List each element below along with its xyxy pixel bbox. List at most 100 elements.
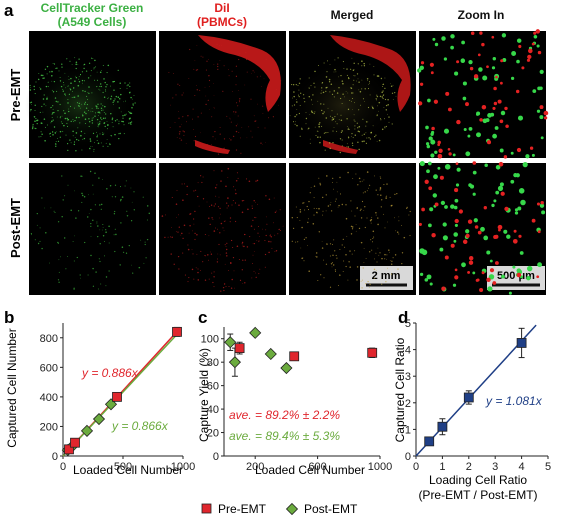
col-header-green-line2: (A549 Cells) bbox=[58, 15, 127, 29]
b-y-tick-label: 400 bbox=[40, 392, 58, 404]
image-red-post bbox=[159, 163, 286, 295]
red-streak-pre-bottom bbox=[195, 140, 230, 154]
b-fit-label-pre: y = 0.886x bbox=[81, 366, 139, 380]
d-y-tick-label: 4 bbox=[405, 345, 411, 357]
b-ylabel: Captured Cell Number bbox=[5, 328, 19, 447]
b-point-pre bbox=[70, 437, 80, 448]
merged-pre-cells bbox=[289, 57, 397, 154]
red-post-cells bbox=[161, 167, 284, 292]
col-header-green-line1: CellTracker Green bbox=[41, 1, 144, 15]
c-annotation-pre: ave. = 89.2% ± 2.2% bbox=[229, 408, 340, 422]
b-point-post bbox=[80, 424, 94, 437]
panel-a: a CellTracker Green (A549 Cells) DiI (PB… bbox=[4, 1, 546, 295]
d-xlabel-line2: (Pre-EMT / Post-EMT) bbox=[418, 488, 537, 502]
c-x-tick-label: 1000 bbox=[368, 461, 392, 473]
col-header-zoom: Zoom In bbox=[458, 8, 505, 22]
merged-post-cells bbox=[291, 171, 411, 289]
merged-red-streak-pre-bottom bbox=[323, 140, 358, 154]
zoom-post-red-cells bbox=[418, 161, 544, 293]
d-point bbox=[437, 421, 448, 432]
b-y-tick-label: 800 bbox=[40, 333, 58, 345]
b-y-tick-label: 200 bbox=[40, 421, 58, 433]
b-point-post bbox=[92, 412, 106, 426]
d-xlabel-line1: Loading Cell Ratio bbox=[429, 473, 527, 487]
c-plot-area: 200 600 1000 0 20 40 60 80 100 ave. = 89.2% ± 2.2… bbox=[201, 326, 392, 473]
d-y-tick-label: 5 bbox=[405, 318, 411, 330]
legend: Pre-EMT Post-EMT bbox=[201, 502, 358, 516]
d-y-tick-label: 1 bbox=[405, 424, 411, 436]
red-streak-pre bbox=[198, 35, 281, 112]
c-point-post bbox=[228, 356, 241, 369]
c-x-tick-label: 200 bbox=[246, 461, 264, 473]
c-point-post bbox=[224, 336, 237, 349]
c-point-pre bbox=[289, 351, 300, 362]
panel-b: b Captured Cell Number Loaded Cell Numbe… bbox=[4, 308, 195, 477]
col-header-merged: Merged bbox=[331, 8, 374, 22]
c-y-tick-label: 60 bbox=[207, 381, 219, 393]
c-x-tick-label: 600 bbox=[308, 461, 326, 473]
legend-post-label: Post-EMT bbox=[304, 502, 358, 516]
c-point-post bbox=[249, 326, 262, 339]
col-header-red-line1: DiI bbox=[214, 1, 229, 15]
d-y-tick-label: 3 bbox=[405, 371, 411, 383]
legend-pre-marker bbox=[201, 503, 212, 514]
panel-c-letter: c bbox=[198, 308, 207, 327]
b-point-pre bbox=[172, 326, 182, 337]
panel-b-letter: b bbox=[4, 308, 14, 327]
b-y-tick-label: 0 bbox=[52, 451, 58, 463]
green-pre-cells bbox=[29, 57, 136, 152]
c-y-tick-label: 20 bbox=[207, 428, 219, 440]
col-header-red-line2: (PBMCs) bbox=[197, 15, 247, 29]
green-pre-glow bbox=[25, 60, 135, 150]
c-annotation-post: ave. = 89.4% ± 5.3% bbox=[229, 429, 340, 443]
d-x-tick-label: 2 bbox=[466, 461, 472, 473]
merged-pre-glow bbox=[287, 60, 397, 150]
d-y-tick-label: 2 bbox=[405, 398, 411, 410]
d-point bbox=[424, 436, 435, 447]
scale-bar-main-label: 2 mm bbox=[372, 270, 401, 282]
red-pre-cells bbox=[168, 42, 282, 155]
c-y-tick-label: 80 bbox=[207, 357, 219, 369]
zoom-post-green-cells bbox=[419, 161, 546, 295]
d-x-tick-label: 5 bbox=[545, 461, 551, 473]
panel-d-letter: d bbox=[398, 308, 408, 327]
panel-d: d Captured Cell Ratio Loading Cell Ratio… bbox=[393, 308, 551, 502]
b-x-tick-label: 0 bbox=[60, 461, 66, 473]
b-y-tick-label: 600 bbox=[40, 362, 58, 374]
d-fit-line bbox=[415, 324, 537, 457]
d-plot-area: 0 1 2 3 4 5 0 1 2 3 4 5 y = 1.081x bbox=[405, 318, 551, 473]
image-green-post bbox=[29, 163, 156, 295]
d-point bbox=[463, 392, 474, 403]
zoom-pre-green-cells bbox=[417, 33, 544, 159]
c-point-pre bbox=[367, 347, 378, 358]
image-zoom-pre bbox=[419, 31, 546, 158]
d-x-tick-label: 1 bbox=[439, 461, 445, 473]
c-point-pre bbox=[234, 343, 245, 354]
cell-dots-layer bbox=[29, 29, 549, 295]
row-label-pre: Pre-EMT bbox=[8, 69, 23, 122]
c-xlabel: Loaded Cell Number bbox=[255, 463, 365, 477]
panel-c: c Capture Yield (%) Loaded Cell Number 2… bbox=[197, 308, 392, 477]
merged-red-streak-pre bbox=[330, 35, 411, 112]
green-post-cells bbox=[30, 170, 151, 290]
d-point bbox=[516, 338, 527, 348]
c-ylabel: Capture Yield (%) bbox=[197, 348, 211, 442]
c-y-tick-label: 100 bbox=[201, 334, 219, 346]
d-x-tick-label: 4 bbox=[519, 461, 525, 473]
b-point-pre bbox=[64, 444, 74, 455]
c-point-post bbox=[264, 347, 277, 361]
legend-pre-label: Pre-EMT bbox=[218, 502, 267, 516]
d-y-tick-label: 0 bbox=[405, 451, 411, 463]
zoom-pre-red-cells bbox=[418, 29, 549, 159]
b-x-tick-label: 1000 bbox=[171, 461, 195, 473]
b-x-tick-label: 500 bbox=[114, 461, 132, 473]
panel-a-letter: a bbox=[4, 1, 14, 20]
scale-bar-zoom-label: 500 μm bbox=[497, 270, 535, 282]
d-fit-label: y = 1.081x bbox=[485, 394, 543, 408]
d-x-tick-label: 3 bbox=[492, 461, 498, 473]
row-label-post: Post-EMT bbox=[8, 198, 23, 258]
d-x-tick-label: 0 bbox=[413, 461, 419, 473]
c-y-tick-label: 0 bbox=[213, 451, 219, 463]
b-xlabel: Loaded Cell Number bbox=[73, 463, 183, 477]
d-ylabel: Captured Cell Ratio bbox=[393, 337, 407, 442]
